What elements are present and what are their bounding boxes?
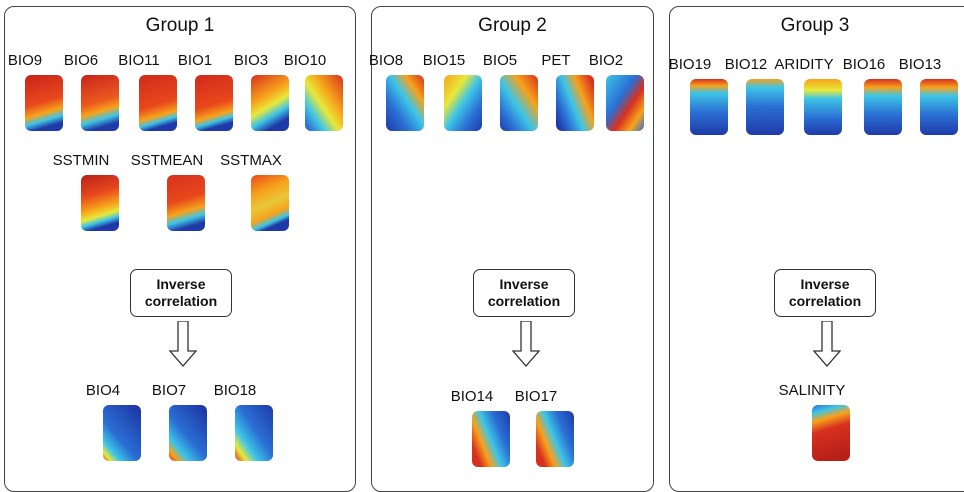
down-arrow-icon: [169, 321, 197, 367]
map-label: BIO7: [151, 382, 187, 399]
som-heatmap: [804, 79, 842, 135]
som-heatmap: [812, 405, 850, 461]
som-heatmap: [25, 75, 63, 131]
som-heatmap: [251, 75, 289, 131]
inverse-correlation-box: Inverse correlation: [473, 269, 575, 317]
map-label: BIO4: [85, 382, 121, 399]
group-title: Group 1: [145, 15, 215, 36]
som-heatmap: [690, 79, 728, 135]
down-arrow-icon: [813, 321, 841, 367]
som-heatmap: [920, 79, 958, 135]
som-heatmap: [500, 75, 538, 131]
map-label: BIO10: [283, 52, 327, 69]
som-heatmap: [386, 75, 424, 131]
inverse-correlation-box: Inverse correlation: [774, 269, 876, 317]
map-label: BIO17: [514, 388, 558, 405]
group-3-panel: Group 3 BIO19 BIO12 ARIDITY BIO16 BIO13 …: [669, 6, 964, 492]
som-heatmap: [81, 175, 119, 231]
map-label: SALINITY: [778, 382, 846, 399]
som-heatmap: [556, 75, 594, 131]
map-label: BIO13: [898, 56, 942, 73]
map-label: PET: [541, 52, 571, 69]
map-label: BIO6: [63, 52, 99, 69]
map-label: BIO5: [482, 52, 518, 69]
map-label: BIO15: [422, 52, 466, 69]
map-label: SSTMEAN: [130, 152, 204, 169]
som-heatmap: [139, 75, 177, 131]
group-title: Group 3: [780, 15, 850, 36]
inverse-correlation-box: Inverse correlation: [130, 269, 232, 317]
group-title: Group 2: [478, 15, 547, 36]
map-label: SSTMIN: [52, 152, 110, 169]
map-label: BIO14: [450, 388, 494, 405]
map-label: BIO19: [668, 56, 712, 73]
som-heatmap: [81, 75, 119, 131]
som-heatmap: [305, 75, 343, 131]
map-label: BIO3: [233, 52, 269, 69]
map-label: BIO16: [842, 56, 886, 73]
som-heatmap: [251, 175, 289, 231]
map-label: ARIDITY: [774, 56, 834, 73]
som-heatmap: [472, 411, 510, 467]
group-2-panel: Group 2 BIO8 BIO15 BIO5 PET BIO2 Inverse…: [368, 6, 654, 492]
map-label: BIO8: [368, 52, 404, 69]
down-arrow-icon: [512, 321, 540, 367]
som-heatmap: [169, 405, 207, 461]
map-label: BIO18: [213, 382, 257, 399]
som-heatmap: [536, 411, 574, 467]
map-label: BIO2: [588, 52, 624, 69]
som-heatmap: [606, 75, 644, 131]
map-label: BIO9: [7, 52, 43, 69]
map-label: BIO12: [724, 56, 768, 73]
map-label: BIO11: [118, 52, 160, 69]
som-heatmap: [444, 75, 482, 131]
som-heatmap: [864, 79, 902, 135]
som-heatmap: [167, 175, 205, 231]
map-label: SSTMAX: [220, 152, 282, 169]
map-label: BIO1: [177, 52, 213, 69]
som-heatmap: [235, 405, 273, 461]
group-1-panel: Group 1 BIO9 BIO6 BIO11 BIO1 BIO3 BIO10: [4, 6, 356, 492]
som-heatmap: [746, 79, 784, 135]
som-heatmap: [195, 75, 233, 131]
som-heatmap: [103, 405, 141, 461]
